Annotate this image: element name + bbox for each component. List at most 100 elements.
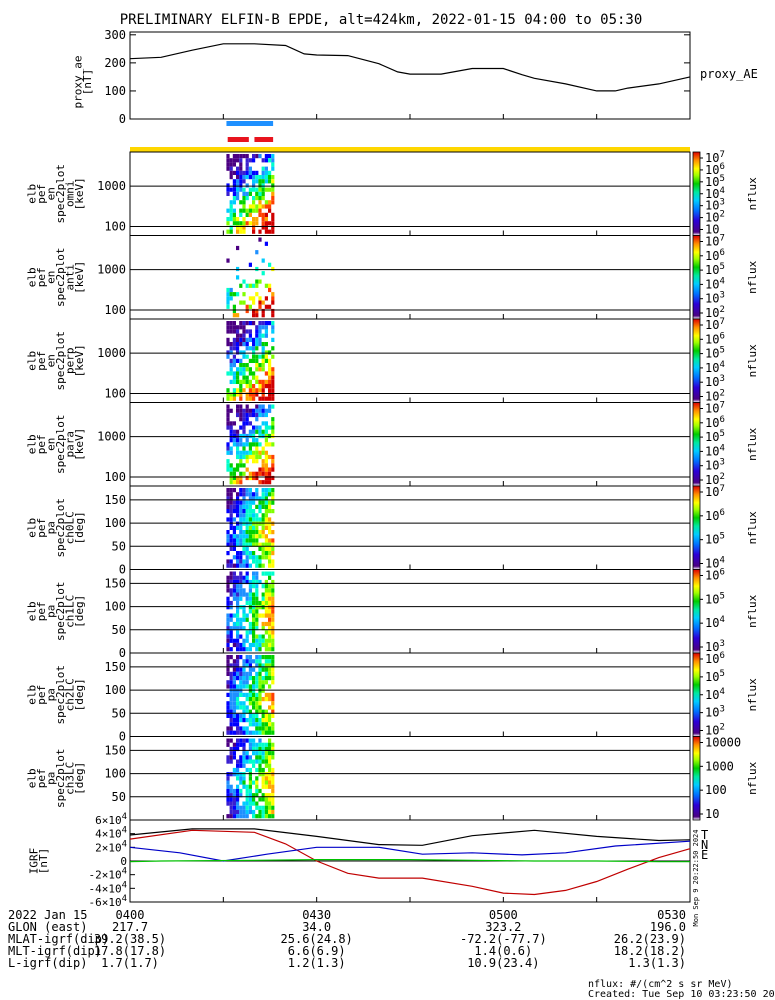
spectrogram-cell (261, 463, 265, 468)
spectrogram-cell (271, 379, 275, 384)
panel-ytick-label: 0 (119, 730, 126, 744)
spectrogram-cell (248, 329, 252, 334)
spectrogram-cell (229, 563, 233, 568)
spectrogram-cell (261, 555, 265, 560)
spectrogram-cell (232, 509, 236, 514)
colorbar-unit: nflux (746, 761, 759, 794)
spectrogram-cell (242, 647, 246, 652)
colorbar-label: 102 (705, 210, 725, 225)
spectrogram-cell (245, 600, 249, 606)
spectrogram-cell (268, 546, 272, 551)
spectrogram-cell (245, 196, 249, 201)
spectrogram-cell (268, 776, 272, 781)
spectrogram-cell (245, 525, 249, 530)
spectrogram-cell (229, 521, 233, 526)
spectrogram-cell (236, 429, 240, 434)
colorbar-label: 107 (705, 484, 725, 499)
xaxis-value: 323.2 (485, 920, 521, 934)
spectrogram-cell (242, 417, 246, 422)
spectrogram-cell (258, 183, 262, 188)
spectrogram-cell (268, 621, 272, 627)
spectrogram-cell (268, 738, 272, 743)
spectrogram-cell (261, 742, 265, 747)
spectrogram-cell (236, 592, 240, 597)
spectrogram-cell (248, 746, 252, 752)
spectrogram-cell (242, 680, 246, 685)
panel-frame (129, 736, 691, 821)
spectrogram-cell (258, 412, 262, 418)
spectrogram-cell (239, 459, 243, 464)
spectrogram-cell (226, 450, 230, 455)
spectrogram-cell (236, 767, 240, 773)
spectrogram-cell (242, 726, 246, 731)
spectrogram-cell (229, 408, 233, 413)
spectrogram-cell (258, 337, 262, 342)
spectrogram-cell (236, 793, 240, 798)
colorbar-label: 103 (705, 705, 725, 720)
spectrogram-cell (268, 605, 272, 610)
spectrogram-cell (252, 179, 256, 184)
spectrogram-cell (258, 809, 262, 815)
spectrogram-cell (252, 680, 256, 685)
spectrogram-cell (226, 801, 230, 806)
spectrogram-cell (232, 467, 236, 472)
spectrogram-cell (258, 742, 262, 747)
panel-ylabel-line: [keV] (73, 344, 86, 377)
spectrogram-cell (264, 713, 268, 718)
spectrogram-cell (229, 701, 233, 706)
spectrogram-cell (268, 379, 272, 384)
xaxis-value: 1.2(1.3) (288, 956, 346, 970)
spectrogram-cell (232, 542, 236, 547)
spectrogram-cell (264, 492, 268, 497)
spectrogram-cell (258, 579, 262, 585)
spectrogram-cell (261, 805, 265, 810)
panel-ylabel-line: pa (44, 772, 57, 785)
spectrogram-cell (261, 388, 265, 393)
panel-ylabel-line: [deg] (73, 595, 86, 628)
spectrogram-cell (236, 763, 240, 768)
spectrogram-cell (252, 475, 256, 481)
spectrogram-cell (264, 170, 268, 175)
spectrogram-cell (268, 375, 272, 380)
spectrogram-cell (239, 726, 243, 731)
spectrogram-cell (229, 809, 233, 815)
spectrogram-cell (245, 396, 249, 401)
spectrogram-cell (236, 630, 240, 635)
spectrogram-cell (232, 546, 236, 551)
spectrogram-cell (268, 175, 272, 180)
spectrogram-cell (236, 542, 240, 547)
spectrogram-cell (242, 513, 246, 518)
spectrogram-cell (248, 175, 252, 180)
spectrogram-cell (232, 170, 236, 175)
spectrogram-cell (264, 463, 268, 468)
spectrogram-cell (271, 530, 275, 535)
spectrogram-cell (242, 718, 246, 723)
spectrogram-cell (248, 667, 252, 672)
spectrogram-cell (226, 655, 230, 660)
spectrogram-cell (264, 342, 268, 347)
spectrogram-cell (239, 814, 243, 819)
spectrogram-cell (264, 438, 268, 443)
spectrogram-cell (242, 367, 246, 372)
spectrogram-cell (236, 663, 240, 668)
spectrogram-cell (258, 709, 262, 714)
spectrogram-cell (239, 559, 243, 564)
spectrogram-cell (248, 788, 252, 794)
spectrogram-cell (242, 814, 246, 819)
panel-ylabel-line: pef (35, 267, 48, 287)
spectrogram-cell (226, 575, 230, 580)
spectrogram-cell (245, 759, 249, 764)
spectrogram-cell (255, 534, 259, 539)
spectrogram-cell (239, 433, 243, 439)
spectrogram-cell (236, 337, 240, 342)
spectrogram-cell (268, 626, 272, 631)
spectrogram-cell (236, 667, 240, 672)
spectrogram-cell (268, 742, 272, 747)
spectrogram-cell (271, 797, 275, 802)
spectrogram-cell (268, 542, 272, 547)
spectrogram-cell (248, 433, 252, 439)
spectrogram-cell (258, 671, 262, 676)
